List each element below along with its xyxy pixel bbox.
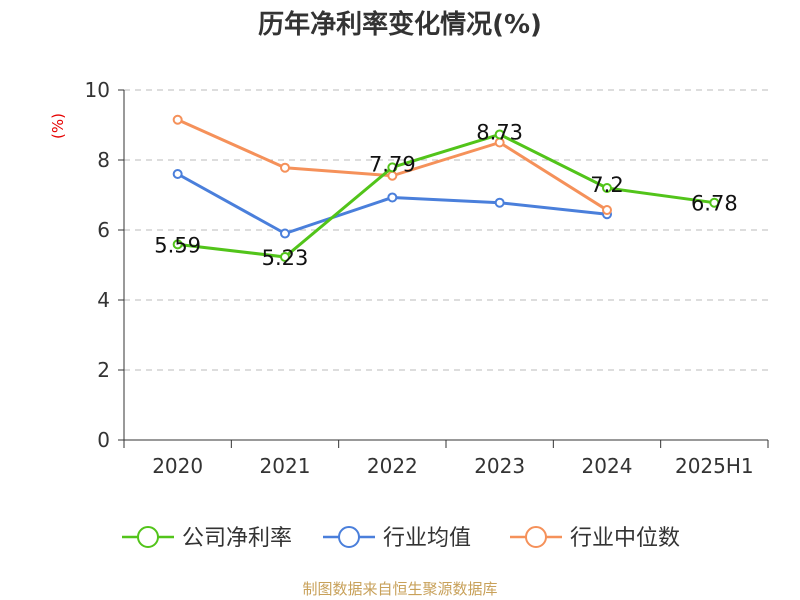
axes: 0 2 4 6 8 10 2020 2021 2022 2023 2024 2025H1	[85, 78, 769, 478]
y-axis-unit-label: (%)	[49, 113, 67, 139]
data-label: 5.59	[154, 233, 201, 257]
legend-marker-icon	[525, 526, 547, 548]
legend-marker-icon	[137, 526, 159, 548]
data-point	[602, 183, 612, 193]
data-point	[387, 192, 398, 203]
data-label: 6.78	[691, 192, 738, 216]
data-label: 5.23	[262, 246, 309, 270]
legend-item[interactable]: 行业均值	[323, 526, 471, 551]
data-label: 7.79	[369, 152, 416, 176]
data-point	[280, 162, 290, 173]
data-label: 8.73	[476, 120, 523, 144]
data-point	[387, 162, 398, 173]
x-tick-label: 2020	[152, 454, 203, 478]
data-point	[494, 197, 505, 208]
series-lines	[172, 114, 720, 262]
data-point	[172, 114, 183, 125]
gridlines	[124, 89, 768, 371]
y-tick-label: 2	[97, 358, 110, 382]
legend-item[interactable]: 公司净利率	[122, 526, 292, 551]
legend-item[interactable]: 行业中位数	[510, 526, 680, 551]
chart-title: 历年净利率变化情况(%)	[258, 9, 542, 40]
data-label: 7.2	[590, 173, 623, 197]
x-tick-label: 2022	[367, 454, 418, 478]
x-tick-label: 2025H1	[675, 454, 754, 478]
x-tick-label: 2023	[474, 454, 525, 478]
x-tick-label: 2024	[582, 454, 633, 478]
source-note: 制图数据来自恒生聚源数据库	[302, 580, 497, 598]
y-tick-label: 8	[97, 148, 110, 172]
y-tick-label: 4	[97, 288, 110, 312]
series-line	[177, 132, 715, 259]
data-labels: 5.59 5.23 7.79 8.73 7.2 6.78	[154, 120, 737, 270]
legend[interactable]: 公司净利率 行业均值 行业中位数	[122, 526, 680, 551]
data-point	[280, 228, 290, 239]
y-tick-label: 10	[85, 78, 110, 102]
data-point	[172, 239, 183, 250]
data-point	[172, 169, 183, 179]
data-point	[709, 197, 720, 208]
x-tick-label: 2021	[260, 454, 311, 478]
data-point	[494, 129, 505, 140]
legend-label: 行业中位数	[570, 526, 680, 551]
legend-label: 行业均值	[383, 526, 471, 551]
legend-marker-icon	[338, 526, 360, 548]
y-tick-label: 6	[97, 218, 110, 242]
series-line	[176, 172, 608, 235]
data-point	[602, 205, 612, 216]
legend-label: 公司净利率	[182, 526, 292, 551]
y-tick-label: 0	[97, 428, 110, 452]
data-point	[280, 251, 290, 262]
